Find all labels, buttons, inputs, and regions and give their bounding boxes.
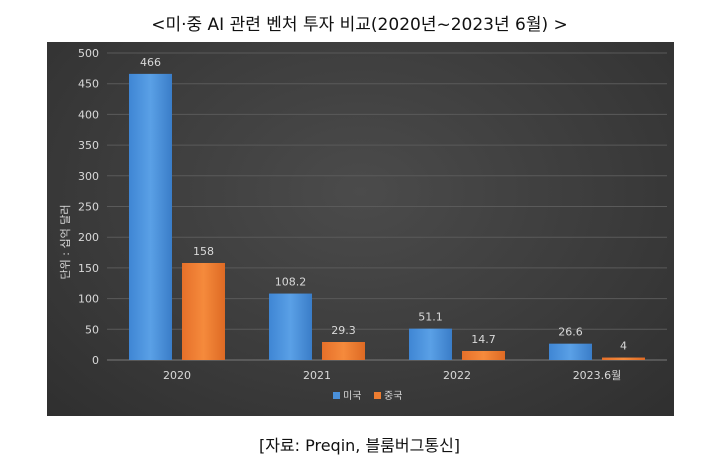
bar-us (269, 293, 312, 360)
x-tick-label: 2021 (303, 369, 331, 382)
bar-cn (602, 357, 645, 360)
y-axis-ticks: 0 50 100 150 200 250 300 350 400 450 500 (78, 47, 99, 367)
y-tick-label: 450 (78, 78, 99, 91)
x-axis-ticks: 2020 2021 2022 2023.6월 (163, 369, 621, 382)
legend-swatch (333, 392, 340, 399)
y-tick-label: 350 (78, 139, 99, 152)
y-tick-label: 300 (78, 170, 99, 183)
bar-us (129, 73, 172, 360)
y-axis-label: 단위 : 십억 달러 (59, 205, 72, 280)
data-label: 29.3 (331, 324, 356, 337)
bar-chart: 0 50 100 150 200 250 300 350 400 450 500 단위 : 십억 달… (59, 47, 667, 402)
chart-title: <미·중 AI 관련 벤처 투자 비교(2020년~2023년 6월) > (151, 15, 568, 35)
bars (129, 73, 645, 360)
legend-label: 미국 (343, 390, 361, 402)
legend: 미국 중국 (333, 390, 402, 402)
data-label: 4 (620, 340, 627, 353)
source-note: [자료: Preqin, 블룸버그통신] (258, 436, 461, 455)
data-label: 466 (140, 56, 161, 69)
bar-cn (182, 262, 225, 360)
y-tick-label: 250 (78, 201, 99, 214)
data-label: 51.1 (418, 311, 443, 324)
x-tick-label: 2020 (163, 369, 191, 382)
x-tick-label: 2023.6월 (573, 369, 622, 382)
data-label: 14.7 (471, 333, 496, 346)
y-tick-label: 400 (78, 108, 99, 121)
y-tick-label: 150 (78, 262, 99, 275)
legend-label: 중국 (384, 390, 402, 402)
bar-us (549, 343, 592, 360)
x-tick-label: 2022 (443, 369, 471, 382)
bar-cn (322, 342, 365, 360)
y-tick-label: 50 (85, 323, 99, 336)
legend-swatch (374, 392, 381, 399)
data-labels: 466 158 108.2 29.3 51.1 14.7 26.6 4 (140, 56, 627, 353)
data-label: 108.2 (275, 276, 307, 289)
data-label: 158 (193, 245, 214, 258)
bar-cn (462, 350, 505, 360)
bar-us (409, 328, 452, 360)
chart-area: 0 50 100 150 200 250 300 350 400 450 500 단위 : 십억 달… (47, 42, 674, 416)
data-label: 26.6 (558, 326, 583, 339)
y-tick-label: 0 (92, 354, 99, 367)
y-tick-label: 200 (78, 231, 99, 244)
y-tick-label: 100 (78, 293, 99, 306)
y-tick-label: 500 (78, 47, 99, 60)
